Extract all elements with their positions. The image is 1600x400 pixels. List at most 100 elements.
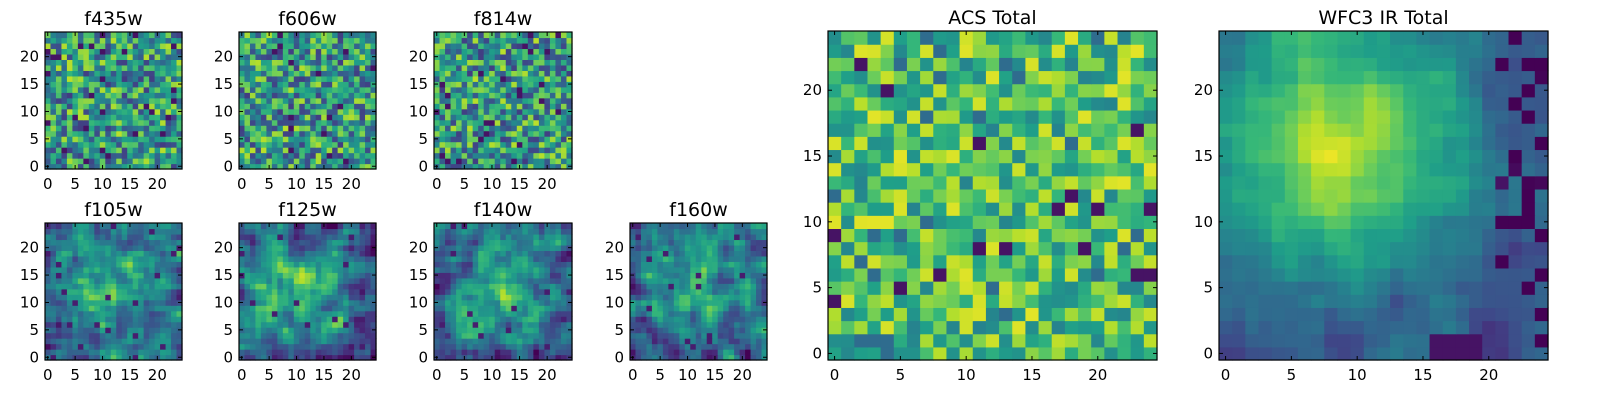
heatmap-cell: [630, 316, 637, 323]
heatmap-cell: [472, 147, 479, 154]
heatmap-cell: [348, 48, 355, 55]
heatmap-cell: [972, 241, 987, 256]
heatmap-cell: [121, 114, 128, 121]
heatmap-cell: [505, 327, 512, 334]
heatmap-cell: [739, 316, 746, 323]
heatmap-cell: [244, 239, 251, 246]
heatmap-cell: [756, 299, 763, 306]
heatmap-cell: [516, 338, 523, 345]
heatmap-cell: [160, 272, 167, 279]
heatmap-cell: [154, 136, 161, 143]
heatmap-cell: [249, 125, 257, 132]
heatmap-cell: [176, 59, 183, 66]
heatmap-cell: [560, 130, 568, 137]
heatmap-cell: [483, 223, 490, 230]
heatmap-cell: [149, 338, 156, 345]
heatmap-cell: [50, 37, 57, 44]
heatmap-cell: [105, 114, 112, 121]
heatmap-cell: [673, 327, 680, 334]
heatmap-cell: [511, 114, 518, 121]
heatmap-cell: [723, 310, 730, 317]
heatmap-cell: [55, 32, 63, 39]
heatmap-cell: [560, 288, 568, 295]
heatmap-cell: [337, 108, 344, 115]
heatmap-cell: [121, 147, 128, 154]
heatmap-cell: [467, 294, 474, 301]
heatmap-cell: [105, 86, 112, 93]
heatmap-cell: [288, 158, 295, 165]
heatmap-cell: [500, 42, 507, 50]
heatmap-cell: [348, 147, 355, 154]
heatmap-cell: [332, 59, 339, 66]
heatmap-cell: [516, 310, 523, 317]
heatmap-cell: [750, 228, 757, 235]
heatmap-cell: [337, 338, 344, 345]
heatmap-cell: [630, 343, 637, 350]
heatmap-cell: [288, 277, 295, 284]
heatmap-cell: [555, 321, 562, 328]
heatmap-cell: [310, 75, 317, 82]
heatmap-cell: [45, 70, 52, 77]
heatmap-cell: [315, 332, 322, 339]
heatmap-cell: [138, 272, 145, 279]
heatmap-cell: [489, 64, 496, 71]
heatmap-cell: [293, 261, 300, 268]
heatmap-cell: [549, 316, 557, 323]
heatmap-cell: [946, 294, 961, 308]
heatmap-cell: [985, 346, 1000, 361]
heatmap-cell: [854, 241, 869, 256]
heatmap-cell: [555, 261, 562, 268]
heatmap-cell: [138, 316, 145, 323]
heatmap-cell: [712, 343, 719, 350]
heatmap-cell: [83, 37, 90, 44]
heatmap-cell: [566, 70, 573, 77]
heatmap-cell: [999, 267, 1013, 282]
heatmap-cell: [88, 136, 95, 143]
heatmap-cell: [1130, 307, 1145, 322]
heatmap-cell: [555, 152, 562, 159]
x-tick-label: 0: [432, 366, 442, 384]
heatmap-cell: [662, 327, 669, 334]
heatmap-cell: [260, 86, 267, 93]
heatmap-cell: [321, 141, 328, 148]
heatmap-cell: [282, 305, 289, 312]
heatmap-cell: [1143, 333, 1158, 348]
heatmap-cell: [370, 147, 377, 154]
heatmap-cell: [505, 97, 512, 104]
heatmap-cell: [538, 86, 545, 93]
heatmap-cell: [154, 310, 161, 317]
heatmap-cell: [745, 338, 752, 345]
heatmap-cell: [494, 266, 501, 273]
heatmap-cell: [288, 349, 295, 356]
heatmap-cell: [522, 81, 529, 88]
heatmap-cell: [555, 70, 562, 77]
heatmap-cell: [255, 266, 262, 273]
heatmap-cell: [61, 244, 68, 251]
heatmap-cell: [55, 261, 63, 268]
heatmap-cell: [249, 136, 257, 143]
heatmap-cell: [271, 338, 278, 345]
heatmap-cell: [880, 320, 895, 335]
heatmap-cell: [439, 354, 446, 361]
heatmap-cell: [445, 103, 452, 110]
heatmap-cell: [467, 64, 474, 71]
heatmap-cell: [483, 305, 490, 312]
heatmap-cell: [1064, 175, 1079, 190]
heatmap-cell: [717, 266, 724, 273]
heatmap-cell: [99, 119, 106, 126]
heatmap-cell: [332, 141, 339, 148]
heatmap-cell: [483, 233, 490, 241]
heatmap-cell: [244, 32, 251, 39]
heatmap-cell: [332, 108, 339, 115]
heatmap-cell: [277, 277, 284, 284]
heatmap-cell: [467, 42, 474, 50]
heatmap-cell: [260, 108, 267, 115]
heatmap-cell: [99, 255, 106, 262]
heatmap-cell: [293, 152, 300, 159]
x-tick-label: 20: [538, 366, 557, 384]
heatmap-cell: [337, 70, 344, 77]
heatmap-cell: [83, 147, 90, 154]
heatmap-cell: [494, 316, 501, 323]
